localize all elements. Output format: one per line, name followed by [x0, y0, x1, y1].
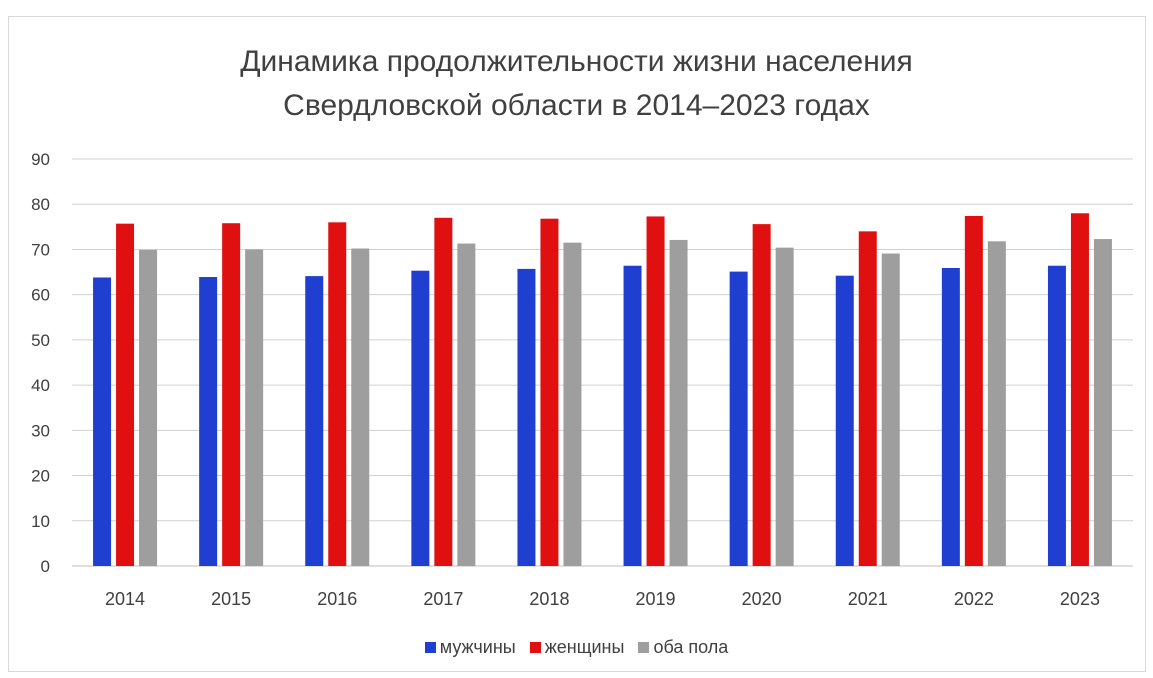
legend: мужчины женщины оба пола [0, 637, 1153, 658]
bar-2022-series-1 [964, 215, 983, 567]
x-tick-label-2023: 2023 [1060, 589, 1100, 609]
x-tick-label-2021: 2021 [848, 589, 888, 609]
bar-2015-series-0 [199, 277, 218, 566]
bar-2021-series-1 [858, 231, 877, 566]
y-tick-label-50: 50 [31, 331, 50, 350]
bar-2015-series-2 [245, 249, 264, 566]
y-tick-label-70: 70 [31, 240, 50, 259]
y-tick-label-30: 30 [31, 421, 50, 440]
legend-label-men: мужчины [439, 637, 516, 657]
chart-title-line-2: Свердловской области в 2014–2023 годах [283, 89, 870, 122]
bar-2020-series-0 [729, 271, 748, 566]
bar-2017-series-2 [457, 243, 476, 566]
y-tick-label-90: 90 [31, 150, 50, 169]
bar-2020-series-1 [752, 224, 771, 566]
bar-2023-series-0 [1047, 265, 1066, 566]
y-tick-label-10: 10 [31, 512, 50, 531]
bar-2017-series-1 [434, 217, 453, 567]
bar-2023-series-1 [1070, 213, 1089, 566]
x-tick-label-2016: 2016 [317, 589, 357, 609]
y-tick-label-40: 40 [31, 376, 50, 395]
x-tick-label-2017: 2017 [423, 589, 463, 609]
bar-2022-series-2 [987, 241, 1006, 566]
x-tick-label-2020: 2020 [742, 589, 782, 609]
x-tick-label-2019: 2019 [636, 589, 676, 609]
chart-title-line-1: Динамика продолжительности жизни населен… [240, 45, 913, 78]
bar-2019-series-1 [646, 216, 665, 566]
x-tick-label-2015: 2015 [211, 589, 251, 609]
bar-2018-series-1 [540, 218, 559, 566]
legend-item-men: мужчины [424, 637, 516, 658]
bar-2016-series-1 [328, 222, 347, 567]
bar-2016-series-2 [351, 248, 370, 567]
legend-swatch-men [424, 642, 436, 653]
legend-item-women: женщины [529, 637, 625, 658]
legend-swatch-both [638, 642, 650, 653]
bar-2019-series-0 [623, 265, 642, 566]
bar-2023-series-2 [1093, 239, 1112, 566]
bar-2014-series-0 [93, 277, 112, 566]
bar-2014-series-1 [116, 223, 135, 566]
legend-label-both: оба пола [653, 637, 729, 657]
x-tick-label-2014: 2014 [105, 589, 145, 609]
bar-2022-series-0 [941, 267, 960, 566]
legend-swatch-women [529, 642, 541, 653]
y-tick-label-0: 0 [41, 557, 50, 576]
legend-label-women: женщины [544, 637, 625, 657]
x-tick-label-2022: 2022 [954, 589, 994, 609]
bar-2021-series-0 [835, 275, 854, 566]
legend-item-both: оба пола [638, 637, 728, 658]
x-tick-label-2018: 2018 [529, 589, 569, 609]
bar-2021-series-2 [881, 253, 900, 566]
y-tick-label-60: 60 [31, 286, 50, 305]
bar-2020-series-2 [775, 247, 794, 566]
y-tick-label-80: 80 [31, 195, 50, 214]
bar-2015-series-1 [222, 223, 241, 566]
y-tick-label-20: 20 [31, 467, 50, 486]
bar-2018-series-0 [517, 268, 536, 566]
bar-2017-series-0 [411, 270, 430, 566]
bar-2018-series-2 [563, 242, 582, 566]
bar-2014-series-2 [139, 249, 158, 566]
bar-2016-series-0 [305, 276, 324, 566]
bar-2019-series-2 [669, 239, 688, 566]
